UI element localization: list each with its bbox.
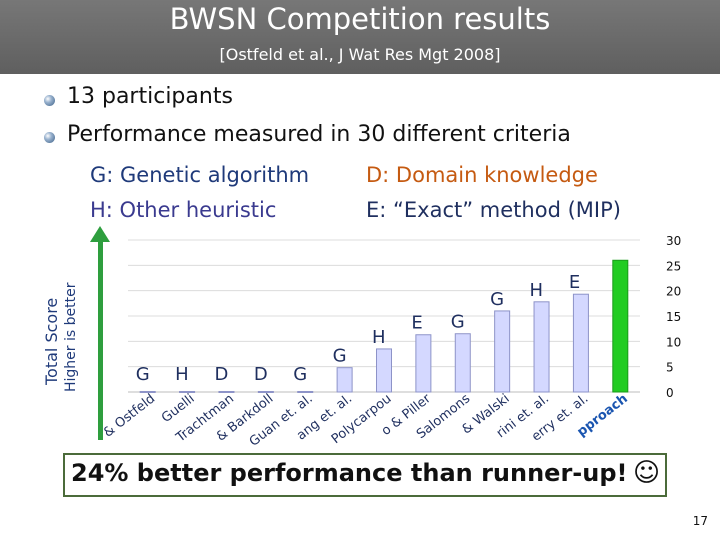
page-number: 17 bbox=[692, 514, 708, 528]
y-tick-label: 5 bbox=[666, 361, 674, 375]
legend-exact: E: “Exact” method (MIP) bbox=[366, 198, 621, 222]
bullet-icon bbox=[44, 95, 55, 106]
bar-type-label: H bbox=[530, 280, 544, 301]
bar-type-label: D bbox=[254, 364, 268, 385]
bar bbox=[376, 348, 392, 393]
y-tick-label: 15 bbox=[666, 310, 681, 324]
bar-type-label: E bbox=[411, 313, 422, 334]
bar bbox=[494, 310, 511, 393]
bar bbox=[415, 334, 432, 393]
callout-box: 24% better performance than runner-up! ☺ bbox=[63, 453, 667, 497]
bar-type-label: G bbox=[136, 364, 150, 385]
bullet-participants: 13 participants bbox=[67, 84, 233, 109]
y-tick-label: 30 bbox=[666, 234, 681, 248]
y-tick-label: 25 bbox=[666, 259, 681, 273]
legend-heuristic: H: Other heuristic bbox=[90, 198, 277, 222]
bar-type-label: G bbox=[293, 364, 307, 385]
bullet-criteria: Performance measured in 30 different cri… bbox=[67, 122, 571, 147]
bar bbox=[612, 259, 629, 393]
y-tick-label: 20 bbox=[666, 285, 681, 299]
legend-domain: D: Domain knowledge bbox=[366, 163, 598, 187]
bar bbox=[336, 367, 353, 393]
bar bbox=[297, 390, 314, 393]
bar bbox=[179, 390, 196, 393]
bar bbox=[454, 333, 471, 393]
bar bbox=[139, 390, 156, 393]
bar bbox=[257, 390, 274, 393]
bar bbox=[218, 390, 235, 393]
slide-subtitle: [Ostfeld et al., J Wat Res Mgt 2008] bbox=[219, 45, 501, 64]
callout-text: 24% better performance than runner-up! bbox=[71, 459, 628, 487]
y-tick-label: 0 bbox=[666, 386, 674, 400]
bar-type-label: H bbox=[175, 364, 189, 385]
bar-type-label: G bbox=[333, 346, 347, 367]
bullet-icon bbox=[44, 132, 55, 143]
y-tick-label: 10 bbox=[666, 335, 681, 349]
up-arrow-shaft bbox=[98, 240, 103, 440]
up-arrow-icon bbox=[90, 226, 110, 242]
bar-type-label: H bbox=[372, 327, 386, 348]
bar bbox=[572, 293, 589, 393]
legend-genetic: G: Genetic algorithm bbox=[90, 163, 310, 187]
smiley-icon: ☺ bbox=[633, 458, 661, 488]
slide-title: BWSN Competition results bbox=[169, 2, 551, 36]
bar-type-label: G bbox=[451, 312, 465, 333]
bar-type-label: E bbox=[569, 272, 580, 293]
bar-type-label: G bbox=[490, 289, 504, 310]
x-tick-label: & Ostfeld bbox=[101, 391, 158, 440]
title-bar: BWSN Competition results [Ostfeld et al.… bbox=[0, 0, 720, 74]
bar bbox=[533, 301, 550, 393]
bar-type-label: D bbox=[214, 364, 228, 385]
